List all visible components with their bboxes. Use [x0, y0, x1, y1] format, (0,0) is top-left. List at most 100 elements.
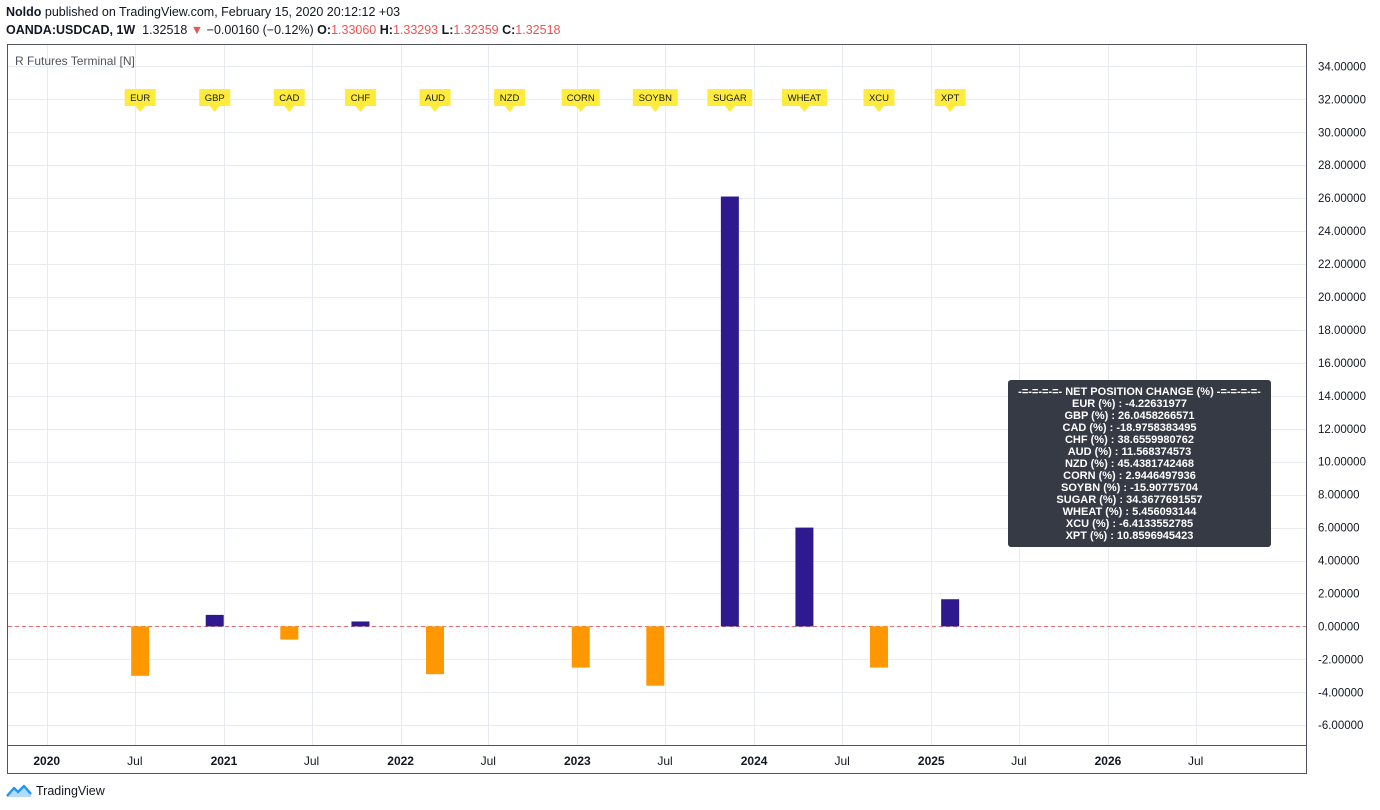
label-flag-shape — [199, 89, 231, 112]
tradingview-icon — [6, 784, 32, 797]
symbol-label[interactable]: OANDA:USDCAD, 1W — [6, 23, 136, 37]
bar-gbp[interactable] — [205, 614, 224, 627]
info-panel-row: SOYBN (%) : -15.90775704 — [1061, 482, 1199, 494]
low-label: L: — [441, 23, 454, 37]
y-tick-label: -6.00000 — [1318, 720, 1363, 732]
label-flag-cad[interactable]: CAD — [273, 89, 305, 112]
bar-chf[interactable] — [351, 621, 370, 627]
label-flag-shape — [124, 89, 156, 112]
tradingview-logo[interactable]: TradingView — [6, 784, 105, 798]
indicator-title[interactable]: R Futures Terminal [N] — [15, 54, 135, 68]
bar-wheat[interactable] — [795, 527, 814, 627]
y-tick-label: -2.00000 — [1318, 654, 1363, 666]
x-tick-label: Jul — [657, 754, 672, 768]
bar-xcu[interactable] — [869, 626, 888, 668]
y-tick-label: 22.00000 — [1318, 259, 1366, 271]
label-flag-text: GBP — [205, 93, 225, 104]
y-tick-label: 14.00000 — [1318, 391, 1366, 403]
y-tick-label: 4.00000 — [1318, 556, 1360, 568]
bar-xpt[interactable] — [941, 599, 960, 627]
y-tick-label: 10.00000 — [1318, 457, 1366, 469]
info-panel-row: WHEAT (%) : 5.456093144 — [1063, 506, 1198, 518]
y-tick-label: -4.00000 — [1318, 687, 1363, 699]
label-flag-xcu[interactable]: XCU — [863, 89, 895, 112]
label-flag-shape — [494, 89, 526, 112]
label-flag-corn[interactable]: CORN — [561, 89, 600, 112]
close-value: 1.32518 — [515, 23, 561, 37]
label-flag-text: XPT — [941, 93, 960, 104]
info-panel-row: CHF (%) : 38.6559980762 — [1065, 434, 1194, 446]
info-panel-row: NZD (%) : 45.4381742468 — [1065, 458, 1194, 470]
y-tick-label: 2.00000 — [1318, 588, 1360, 600]
down-arrow-icon: ▼ — [190, 23, 204, 37]
label-flag-shape — [781, 89, 827, 112]
label-flag-shape — [273, 89, 305, 112]
price-axis[interactable]: -6.00000 -4.00000 -2.00000 0.00000 2.00000 4.… — [1318, 61, 1366, 732]
low-value: 1.32359 — [453, 23, 499, 37]
high-value: 1.33293 — [392, 23, 439, 37]
label-flag-shape — [707, 89, 753, 112]
label-flag-text: EUR — [130, 93, 150, 104]
bar-eur[interactable] — [131, 626, 150, 676]
bar-corn[interactable] — [571, 626, 590, 668]
label-flag-sugar[interactable]: SUGAR — [707, 89, 753, 112]
label-flag-soybn[interactable]: SOYBN — [632, 89, 678, 112]
bar-aud[interactable] — [426, 626, 445, 675]
time-axis[interactable]: 2020 Jul 2021 Jul 2022 Jul 2023 Jul 2024 Jul 2025 J… — [33, 754, 1203, 768]
label-flag-text: SUGAR — [713, 93, 747, 104]
x-tick-label: 2025 — [918, 754, 945, 768]
y-tick-label: 18.00000 — [1318, 325, 1366, 337]
info-panel-bg — [1008, 380, 1271, 547]
x-tick-label: 2020 — [33, 754, 60, 768]
label-flag-text: XCU — [869, 93, 889, 104]
info-panel-row: CORN (%) : 2.9446497936 — [1063, 470, 1196, 482]
info-panel-row: XCU (%) : -6.4133552785 — [1066, 518, 1193, 530]
y-tick-label: 32.00000 — [1318, 94, 1366, 106]
x-tick-label: 2021 — [211, 754, 238, 768]
label-flag-eur[interactable]: EUR — [124, 89, 156, 112]
label-flag-shape — [344, 89, 376, 112]
info-panel-row: AUD (%) : 11.568374573 — [1068, 446, 1192, 458]
y-tick-label: 30.00000 — [1318, 127, 1366, 139]
bar-sugar[interactable] — [720, 196, 739, 627]
x-tick-label: Jul — [1011, 754, 1026, 768]
x-tick-label: 2024 — [741, 754, 768, 768]
author-name[interactable]: Noldo — [6, 5, 42, 19]
x-tick-label: Jul — [127, 754, 142, 768]
x-tick-label: Jul — [1188, 754, 1203, 768]
label-flag-text: AUD — [425, 93, 445, 104]
bars — [131, 196, 960, 686]
label-flag-aud[interactable]: AUD — [419, 89, 451, 112]
price-value: 1.32518 — [142, 23, 188, 37]
label-flag-nzd[interactable]: NZD — [494, 89, 526, 112]
y-tick-label: 12.00000 — [1318, 424, 1366, 436]
label-flag-wheat[interactable]: WHEAT — [781, 89, 827, 112]
label-flag-xpt[interactable]: XPT — [934, 89, 966, 112]
bar-soybn[interactable] — [646, 626, 665, 686]
label-flag-shape — [419, 89, 451, 112]
y-tick-label: 28.00000 — [1318, 160, 1366, 172]
label-flag-text: SOYBN — [639, 93, 672, 104]
y-tick-label: 20.00000 — [1318, 292, 1366, 304]
label-flag-text: CHF — [351, 93, 371, 104]
label-flag-chf[interactable]: CHF — [344, 89, 376, 112]
x-tick-label: 2022 — [387, 754, 414, 768]
open-value: 1.33060 — [331, 23, 377, 37]
x-tick-label: 2026 — [1095, 754, 1122, 768]
publish-text: published on TradingView.com, February 1… — [41, 5, 401, 19]
info-panel-row: CAD (%) : -18.9758383495 — [1063, 422, 1197, 434]
info-panel-row: EUR (%) : -4.22631977 — [1072, 398, 1187, 410]
label-flag-gbp[interactable]: GBP — [199, 89, 231, 112]
x-tick-label: Jul — [304, 754, 319, 768]
info-panel: -=-=-=-=- NET POSITION CHANGE (%) -=-=-=… — [1008, 380, 1271, 547]
brand-name: TradingView — [36, 784, 105, 798]
label-flag-text: NZD — [500, 93, 520, 104]
info-panel-row: GBP (%) : 26.0458266571 — [1064, 410, 1194, 422]
y-tick-label: 26.00000 — [1318, 193, 1366, 205]
y-tick-label: 8.00000 — [1318, 490, 1360, 502]
high-label: H: — [379, 23, 393, 37]
x-tick-label: Jul — [481, 754, 496, 768]
bar-cad[interactable] — [280, 626, 299, 640]
info-panel-row: SUGAR (%) : 34.3677691557 — [1056, 494, 1202, 506]
